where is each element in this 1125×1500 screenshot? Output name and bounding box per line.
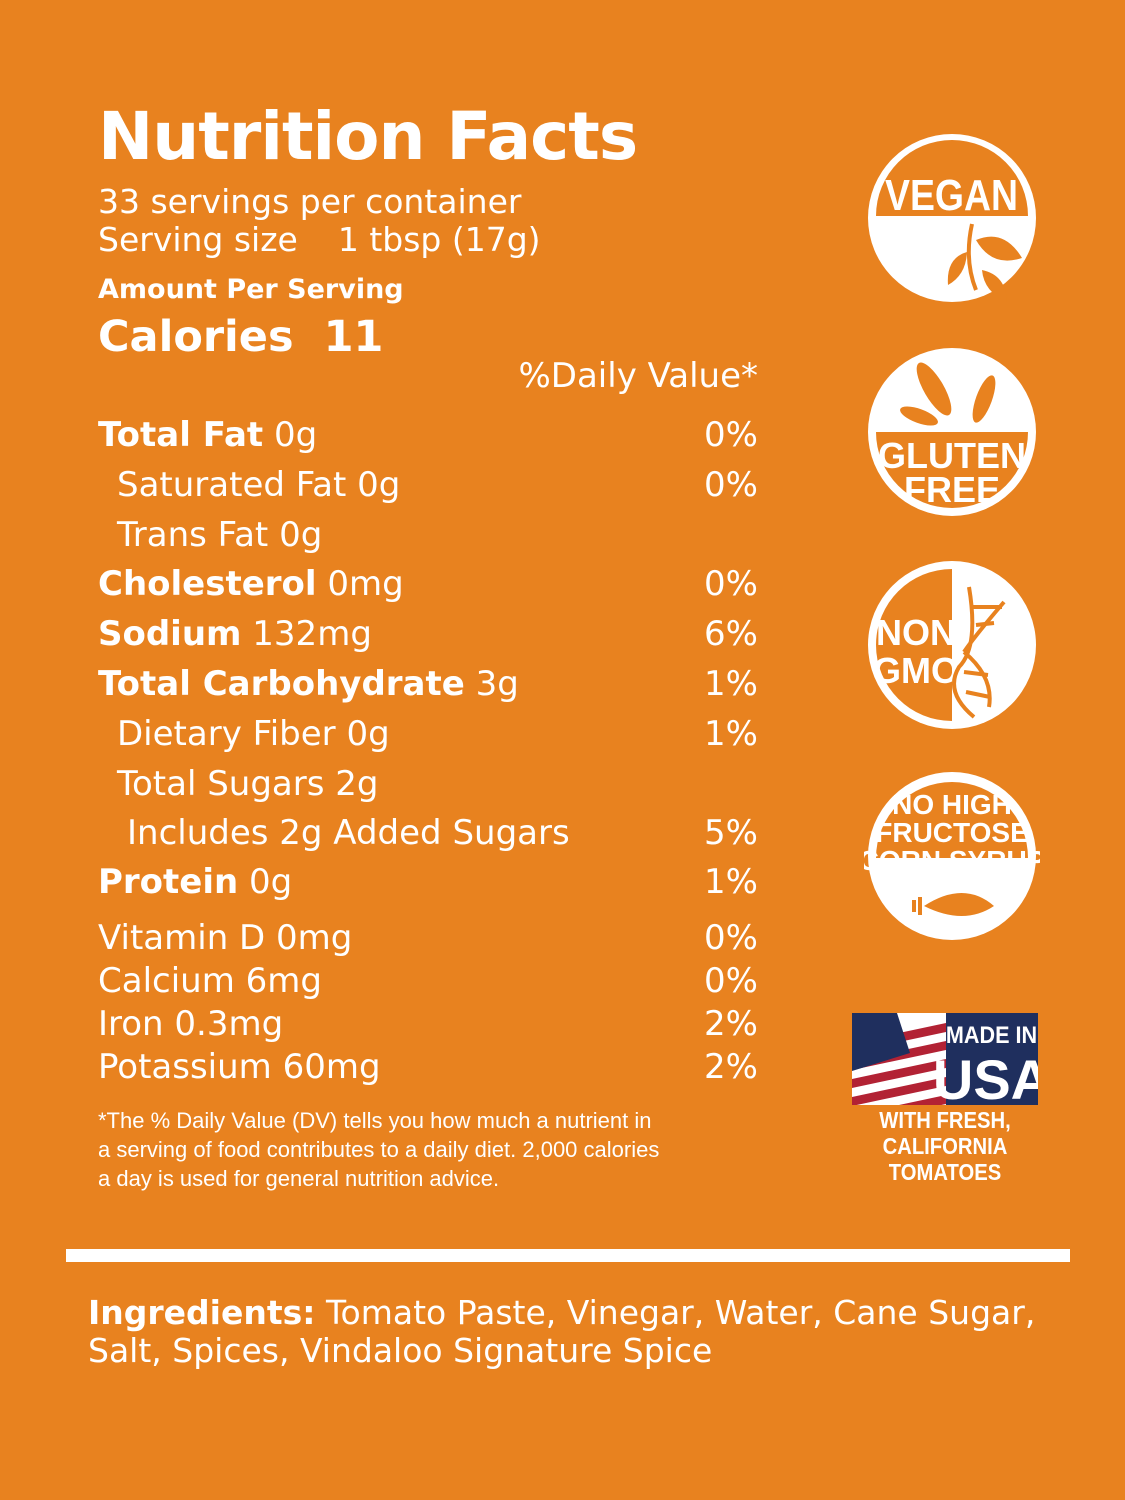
no-hfcs-badge: NO HIGH FRUCTOSE CORN SYRUP [864,772,1040,940]
servings-per-container: 33 servings per container [98,182,522,221]
amount-per-serving: Amount Per Serving [98,274,404,305]
leaf-icon [947,223,1022,302]
footnote-line: *The % Daily Value (DV) tells you how mu… [98,1108,652,1133]
vitamin-name: Calcium [98,961,235,1001]
serving-size-label: Serving size [98,220,298,259]
vitamin-row: Calcium 6mg 0% [98,959,758,1003]
fructose-text: FRUCTOSE [875,817,1029,848]
made-in-usa-badge: MADE IN USA [852,1013,1038,1105]
nutrient-name: Sodium [98,614,242,654]
nutrient-row: Total Carbohydrate 3g 1% [98,662,758,706]
calories: Calories 11 [98,312,383,362]
nutrient-row: Total Sugars 2g [117,762,758,806]
daily-value-header: %Daily Value* [518,356,758,396]
usa-caption-line: CALIFORNIA TOMATOES [882,1133,1008,1185]
daily-value: 0% [704,564,758,604]
vitamin-name: Vitamin D [98,918,266,958]
daily-value: 5% [704,813,758,853]
daily-value: 1% [704,862,758,902]
daily-value: 1% [704,664,758,704]
usa-caption-line: WITH FRESH, [879,1107,1011,1133]
corn-icon [912,893,994,916]
usa-caption: WITH FRESH, CALIFORNIA TOMATOES [835,1107,1055,1185]
gmo-text: GMO [873,650,959,691]
calories-value: 11 [323,312,384,362]
dna-icon [952,586,1006,719]
nutrient-row: Saturated Fat 0g 0% [117,463,758,507]
vitamin-row: Potassium 60mg 2% [98,1045,758,1089]
nutrient-name: Protein [98,862,239,902]
nutrient-row: Protein 0g 1% [98,860,758,904]
gluten-text: GLUTEN [878,435,1026,476]
nutrient-amount: 132mg [252,614,372,654]
wheat-icon [900,362,996,426]
vitamin-amount: 6mg [245,961,322,1001]
vegan-text: VEGAN [885,170,1018,220]
nutrient-name: Cholesterol [98,564,317,604]
daily-value: 1% [704,714,758,754]
nutrient-name: Total Carbohydrate [98,664,465,704]
vitamin-amount: 0.3mg [174,1004,284,1044]
footnote: *The % Daily Value (DV) tells you how mu… [98,1106,659,1193]
gluten-free-badge: GLUTEN FREE [868,348,1036,516]
non-gmo-badge: NON GMO [868,561,1036,729]
page-title: Nutrition Facts [98,98,638,175]
vitamin-name: Potassium [98,1047,272,1087]
vegan-badge: VEGAN [868,134,1036,302]
nutrient-amount: 0g [273,415,318,455]
daily-value: 0% [704,918,758,958]
nutrient-row: Sodium 132mg 6% [98,612,758,656]
nutrient-row: Total Fat 0g 0% [98,413,758,457]
footnote-line: a day is used for general nutrition advi… [98,1166,500,1191]
nutrient-amount: 0mg [327,564,404,604]
made-in-text: MADE IN [946,1021,1037,1048]
nutrient-name: Dietary Fiber [117,714,336,754]
ingredients-label: Ingredients: [88,1293,316,1332]
vitamin-row: Iron 0.3mg 2% [98,1002,758,1046]
ingredients: Ingredients: Tomato Paste, Vinegar, Wate… [88,1294,1035,1370]
vitamin-amount: 60mg [282,1047,381,1087]
usa-text: USA [933,1048,1038,1105]
nutrient-row: Dietary Fiber 0g 1% [117,712,758,756]
no-high-text: NO HIGH [892,789,1012,820]
daily-value: 0% [704,961,758,1001]
serving-size: Serving size 1 tbsp (17g) [98,221,541,259]
nutrient-row: Trans Fat 0g [117,513,758,557]
nutrient-amount: 0g [346,714,390,754]
daily-value: 0% [704,465,758,505]
daily-value: 2% [704,1047,758,1087]
corn-syrup-text: CORN SYRUP [864,845,1040,876]
serving-size-value: 1 tbsp (17g) [337,220,541,259]
vitamin-name: Iron [98,1004,164,1044]
nutrient-amount: 2g [335,764,379,804]
nutrient-row: Includes 2g Added Sugars 5% [127,811,758,855]
nutrient-name: Includes 2g Added Sugars [127,813,570,853]
nutrient-name: Trans Fat [117,515,269,555]
nutrient-name: Total Fat [98,415,264,455]
calories-label: Calories [98,312,294,362]
footnote-line: a serving of food contributes to a daily… [98,1137,660,1162]
nutrient-name: Total Sugars [117,764,325,804]
daily-value: 6% [704,614,758,654]
nutrient-amount: 0g [279,515,323,555]
nutrient-amount: 0g [357,465,401,505]
daily-value: 0% [704,415,758,455]
vitamin-amount: 0mg [276,918,353,958]
non-text: NON [876,612,956,653]
ingredients-text: Salt, Spices, Vindaloo Signature Spice [88,1331,713,1370]
divider [66,1249,1070,1262]
nutrient-amount: 0g [249,862,293,902]
nutrient-name: Saturated Fat [117,465,347,505]
nutrient-amount: 3g [475,664,519,704]
free-text: FREE [904,469,1000,510]
daily-value: 2% [704,1004,758,1044]
nutrient-row: Cholesterol 0mg 0% [98,562,758,606]
vitamin-row: Vitamin D 0mg 0% [98,916,758,960]
ingredients-text: Tomato Paste, Vinegar, Water, Cane Sugar… [325,1293,1036,1332]
